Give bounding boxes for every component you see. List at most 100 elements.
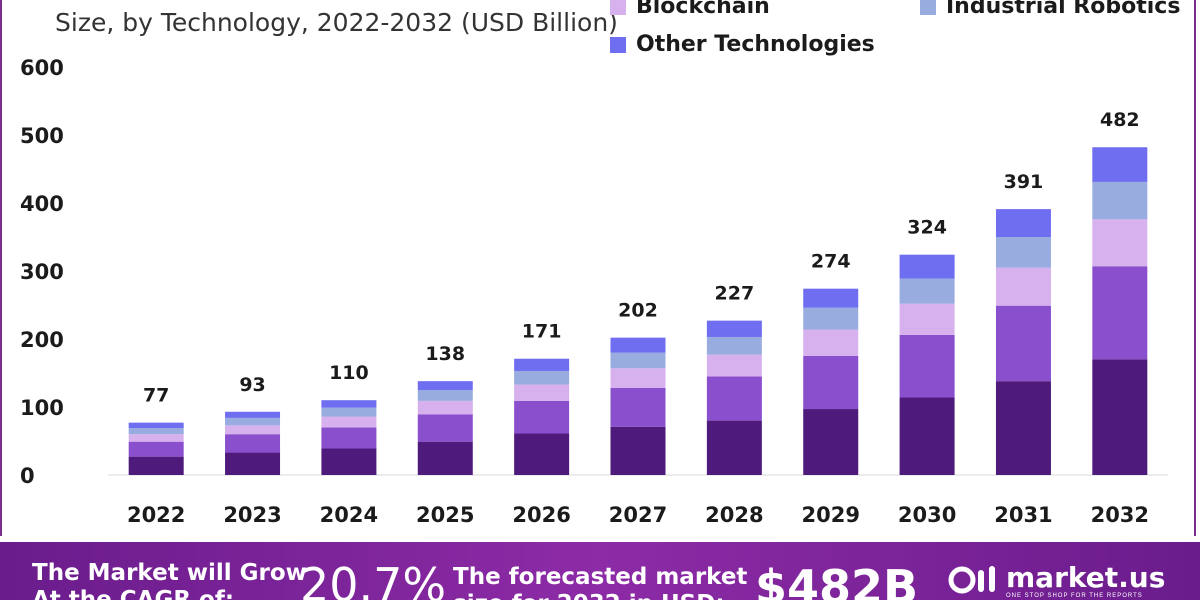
bar-segment	[706, 376, 762, 421]
bar-segment	[995, 209, 1051, 237]
chart-frame	[0, 0, 1196, 536]
y-tick-label: 400	[20, 192, 64, 216]
bar-segment	[1092, 181, 1148, 220]
bar-segment	[514, 370, 570, 385]
legend-swatch	[610, 36, 626, 53]
legend-item-blockchain: Blockchain	[610, 0, 770, 19]
bar-segment	[995, 305, 1051, 382]
data-label: 391	[1004, 171, 1044, 193]
bar-segment	[417, 441, 473, 475]
bar-segment	[803, 356, 859, 410]
bar-segment	[321, 448, 377, 475]
data-label: 227	[715, 283, 755, 305]
bar-segment	[610, 352, 666, 369]
bar-segment	[514, 358, 570, 371]
bar-segment	[1092, 219, 1148, 267]
legend-label: Blockchain	[636, 0, 770, 19]
cagr-value: 20.7%	[300, 558, 447, 600]
bar-segment	[610, 337, 666, 353]
legend-label: Other Technologies	[636, 32, 875, 57]
legend-item-industrial-robotics: Industrial Robotics	[920, 0, 1180, 19]
data-label: 77	[143, 385, 169, 407]
legend-item-other-technologies: Other Technologies	[610, 32, 875, 57]
x-tick-label: 2022	[127, 503, 185, 527]
banner-line: At the CAGR of:	[32, 587, 235, 600]
y-tick-label: 0	[20, 464, 35, 488]
bar-segment	[995, 237, 1051, 268]
data-label: 482	[1100, 109, 1140, 131]
data-label: 138	[425, 343, 465, 365]
data-label: 274	[811, 251, 851, 273]
logo-tagline: ONE STOP SHOP FOR THE REPORTS	[1006, 593, 1143, 599]
bar-segment	[610, 368, 666, 388]
cagr-banner: The Market will Grow At the CAGR of: 20.…	[0, 542, 1200, 600]
bar-segment	[417, 390, 473, 401]
bar-segment	[225, 411, 281, 418]
y-tick-label: 100	[20, 396, 64, 420]
bar-segment	[899, 334, 955, 398]
logo-name: market.us	[1006, 561, 1166, 594]
bar-segment	[417, 400, 473, 415]
x-tick-label: 2026	[512, 503, 570, 527]
banner-line: The forecasted market	[453, 564, 748, 590]
bar-segment	[128, 434, 184, 442]
x-tick-label: 2024	[320, 503, 378, 527]
bar-segment	[899, 303, 955, 335]
forecast-value: $482B	[755, 560, 919, 600]
bar-segment	[995, 381, 1051, 475]
bar-segment	[706, 354, 762, 377]
banner-line: The Market will Grow	[32, 560, 307, 586]
x-tick-label: 2030	[898, 503, 956, 527]
x-tick-label: 2027	[609, 503, 667, 527]
data-label: 171	[522, 321, 562, 343]
bar-segment	[803, 329, 859, 356]
bar-segment	[417, 414, 473, 442]
bar-segment	[706, 336, 762, 355]
data-label: 93	[239, 374, 265, 396]
bar-segment	[803, 307, 859, 330]
bar-segment	[1092, 147, 1148, 182]
chart-subtitle: Size, by Technology, 2022-2032 (USD Bill…	[55, 8, 618, 37]
y-tick-label: 200	[20, 328, 64, 352]
data-label: 202	[618, 300, 658, 322]
data-label: 324	[907, 217, 947, 239]
bar-segment	[1092, 359, 1148, 475]
y-tick-label: 600	[20, 56, 64, 80]
logo-text: market.us ONE STOP SHOP FOR THE REPORTS	[1006, 564, 1165, 600]
banner-line: size for 2032 in USD:	[453, 591, 747, 600]
bar-segment	[899, 397, 955, 475]
bar-segment	[128, 422, 184, 429]
bar-segment	[225, 425, 281, 435]
bar-segment	[321, 427, 377, 449]
stacked-bar-chart: 0 100 200 300 400 500 600 77 2022 93 2023 110 2024 13…	[20, 56, 1168, 527]
bar-segment	[225, 417, 281, 426]
bar-segment	[321, 400, 377, 408]
bar-segment	[899, 278, 955, 304]
bar-segment	[514, 384, 570, 401]
bar-segment	[321, 416, 377, 428]
banner-forecast-text: The forecasted market size for 2032 in U…	[453, 564, 747, 600]
x-tick-label: 2023	[223, 503, 281, 527]
bar-segment	[514, 433, 570, 475]
bar-segment	[899, 254, 955, 279]
bar-segment	[610, 387, 666, 427]
bar-segment	[514, 400, 570, 434]
y-tick-label: 500	[20, 124, 64, 148]
bar-segment	[225, 434, 281, 453]
bar-segment	[995, 267, 1051, 306]
legend-label: Industrial Robotics	[946, 0, 1181, 19]
bar-segment	[321, 407, 377, 417]
x-tick-label: 2029	[802, 503, 860, 527]
x-tick-label: 2025	[416, 503, 474, 527]
bar-segment	[803, 409, 859, 475]
bar-segment	[706, 420, 762, 475]
banner-grow-text: The Market will Grow At the CAGR of:	[32, 560, 307, 600]
x-tick-label: 2032	[1091, 503, 1149, 527]
bar-segment	[417, 381, 473, 390]
bar-segment	[610, 426, 666, 475]
legend-swatch	[610, 0, 626, 15]
market-us-logo-icon	[948, 566, 995, 594]
x-tick-label: 2028	[705, 503, 763, 527]
data-label: 110	[329, 362, 369, 384]
legend-swatch	[920, 0, 936, 15]
